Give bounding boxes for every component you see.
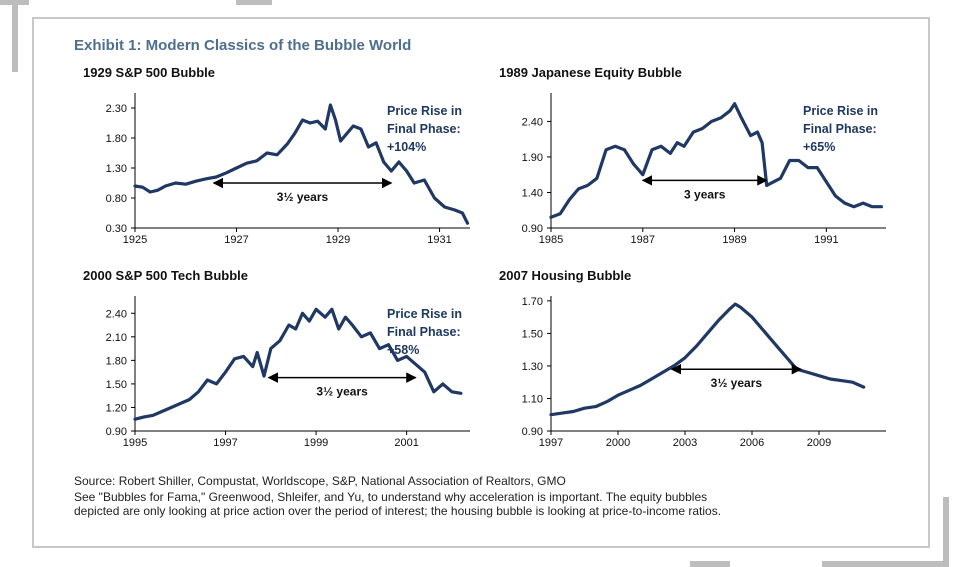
x-tick-label: 1995 [123, 437, 147, 449]
y-tick-label: 1.90 [522, 152, 543, 164]
chart-title-1929: 1929 S&P 500 Bubble [83, 65, 215, 80]
y-tick-label: 1.30 [106, 163, 127, 175]
x-tick-label: 1987 [631, 234, 655, 246]
x-tick-label: 1925 [123, 234, 147, 246]
annotation-line: Final Phase: [803, 122, 877, 136]
annotation-line: Final Phase: [387, 325, 461, 339]
x-tick-label: 2001 [394, 437, 418, 449]
footer-note-line-2: depicted are only looking at price actio… [74, 504, 722, 518]
x-tick-label: 1999 [304, 437, 328, 449]
duration-label: 3½ years [277, 190, 329, 204]
annotation-line: Price Rise in [803, 104, 878, 118]
exhibit-frame [32, 17, 930, 548]
y-tick-label: 1.20 [106, 402, 127, 414]
chart-panel-1929: 0.30 0.80 1.30 1.80 2.30 1925 1927 1929 1931 3½ y… [106, 93, 470, 246]
y-tick-label: 1.50 [522, 328, 543, 340]
y-tick-label: 1.10 [522, 393, 543, 405]
y-tick-label: 2.40 [106, 308, 127, 320]
y-tick-label: 1.40 [522, 187, 543, 199]
y-tick-label: 0.90 [522, 426, 543, 438]
y-tick-label: 0.90 [522, 223, 543, 235]
series-line [549, 302, 866, 417]
y-tick-label: 0.30 [106, 223, 127, 235]
decorative-bar-bottom [690, 561, 730, 567]
chart-panel-2007: 0.90 1.10 1.30 1.50 1.70 1997 2000 2003 2006 2009… [522, 296, 886, 449]
x-tick-label: 2003 [673, 437, 697, 449]
annotation-line: Price Rise in [387, 307, 462, 321]
series-line [133, 103, 470, 225]
x-tick-label: 2006 [740, 437, 764, 449]
chart-panel-1989: 0.90 1.40 1.90 2.40 1985 1987 1989 1991 3 years P… [522, 93, 886, 246]
annotation-line: Price Rise in [387, 104, 462, 118]
chart-title-2007: 2007 Housing Bubble [499, 268, 632, 283]
duration-label: 3½ years [711, 376, 763, 390]
y-tick-label: 1.80 [106, 355, 127, 367]
y-tick-label: 1.80 [106, 133, 127, 145]
chart-panel-2000: 0.90 1.20 1.50 1.80 2.10 2.40 1995 1997 1999 2001… [106, 296, 470, 449]
y-tick-label: 1.30 [522, 361, 543, 373]
x-tick-label: 1991 [814, 234, 838, 246]
series-line [549, 102, 883, 219]
y-tick-label: 2.10 [106, 332, 127, 344]
duration-label: 3½ years [316, 385, 368, 399]
decorative-bar-bottom-right [822, 561, 949, 567]
duration-label: 3 years [684, 187, 726, 201]
y-tick-label: 0.90 [106, 426, 127, 438]
x-tick-label: 1985 [539, 234, 563, 246]
decorative-bar-left [12, 0, 18, 72]
series-line [133, 307, 463, 421]
annotation-line: +65% [803, 140, 835, 154]
exhibit-title: Exhibit 1: Modern Classics of the Bubble… [74, 37, 412, 54]
y-tick-label: 2.40 [522, 116, 543, 128]
footer-note-line-1: See "Bubbles for Fama," Greenwood, Shlei… [74, 490, 708, 504]
x-tick-label: 1997 [213, 437, 237, 449]
decorative-bar-top [236, 0, 272, 5]
x-tick-label: 2009 [807, 437, 831, 449]
y-tick-label: 1.50 [106, 379, 127, 391]
annotation-line: +58% [387, 343, 419, 357]
y-tick-label: 2.30 [106, 103, 127, 115]
x-tick-label: 1927 [224, 234, 248, 246]
x-tick-label: 2000 [606, 437, 630, 449]
annotation-line: +104% [387, 140, 426, 154]
chart-title-1989: 1989 Japanese Equity Bubble [499, 65, 682, 80]
x-tick-label: 1997 [539, 437, 563, 449]
chart-title-2000: 2000 S&P 500 Tech Bubble [83, 268, 248, 283]
x-tick-label: 1989 [722, 234, 746, 246]
x-tick-label: 1931 [427, 234, 451, 246]
footer-source: Source: Robert Shiller, Compustat, World… [74, 474, 566, 488]
y-tick-label: 1.70 [522, 296, 543, 308]
x-tick-label: 1929 [326, 234, 350, 246]
y-tick-label: 0.80 [106, 193, 127, 205]
decorative-bar-right [943, 497, 949, 567]
annotation-line: Final Phase: [387, 122, 461, 136]
